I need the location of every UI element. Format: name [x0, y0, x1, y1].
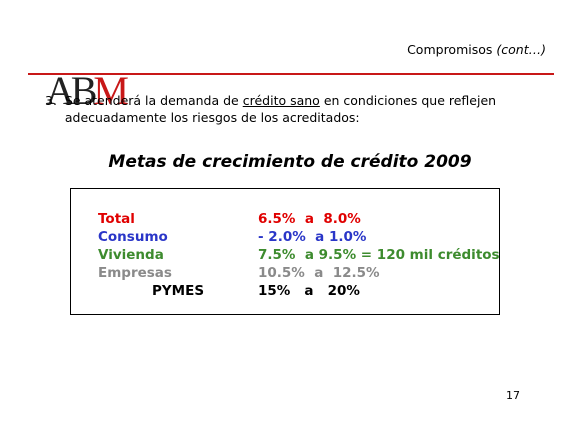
item-underlined: crédito sano: [242, 93, 320, 108]
goal-label: Vivienda: [98, 247, 164, 263]
goal-label: PYMES: [152, 283, 205, 299]
item: 3. Se atenderá la demanda de crédito san…: [45, 92, 496, 126]
header-title: Compromisos: [407, 42, 493, 57]
goal-label: Empresas: [98, 265, 172, 281]
item-text: en condiciones que reflejen: [323, 93, 497, 108]
goal-label: Consumo: [98, 229, 168, 245]
logo-letter: M: [93, 68, 129, 113]
header-rule: [28, 73, 554, 75]
logo: ABM: [24, 20, 129, 161]
goal-value: - 2.0% a 1.0%: [258, 229, 367, 245]
item-number: 3.: [45, 93, 57, 108]
page-number: 17: [506, 389, 520, 402]
goal-label: Total: [98, 211, 135, 227]
goals-box: [70, 188, 500, 315]
goal-value: 6.5% a 8.0%: [258, 211, 361, 227]
item-text: adecuadamente los riesgos de los acredit…: [64, 110, 360, 125]
logo-letter: A: [45, 68, 75, 113]
goals-title: Metas de crecimiento de crédito 2009: [108, 152, 472, 172]
logo-letter: B: [70, 68, 98, 113]
goal-value: 7.5% a 9.5% = 120 mil créditos: [258, 247, 500, 263]
item-text: Se atenderá la demanda de: [64, 93, 239, 108]
goal-value: 15% a 20%: [258, 283, 360, 299]
header: Compromisos (cont…): [400, 42, 546, 57]
header-suffix: (cont…): [496, 42, 546, 57]
goal-value: 10.5% a 12.5%: [258, 265, 380, 281]
